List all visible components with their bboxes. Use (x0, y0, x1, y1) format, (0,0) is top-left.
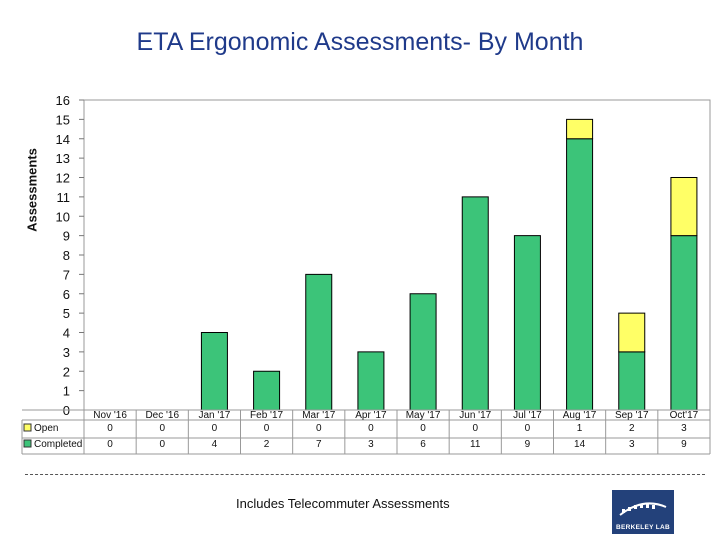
table-cell: 0 (107, 439, 113, 450)
x-tick-label: Mar '17 (302, 410, 335, 421)
table-cell: 0 (107, 423, 113, 434)
table-cell: 1 (577, 423, 583, 434)
bar-completed (566, 138, 594, 411)
table-cell: 0 (472, 423, 478, 434)
table-cell: 0 (420, 423, 426, 434)
y-tick-label: 4 (63, 326, 70, 341)
bar-completed (253, 370, 281, 411)
x-tick-label: Sep '17 (615, 410, 649, 421)
x-tick-label: Feb '17 (250, 410, 283, 421)
x-tick-label: Jan '17 (198, 410, 230, 421)
table-cell: 0 (159, 439, 165, 450)
bar-completed (305, 273, 333, 411)
plot-area (83, 99, 711, 411)
y-tick-label: 15 (56, 112, 70, 127)
table-cell: 14 (574, 439, 586, 450)
table-cell: 0 (264, 423, 270, 434)
y-tick-label: 16 (56, 93, 70, 108)
y-tick-label: 13 (56, 151, 70, 166)
y-tick-label: 11 (57, 190, 71, 205)
table-cell: 3 (629, 439, 635, 450)
bar-completed (200, 332, 228, 411)
y-tick-label: 3 (63, 345, 70, 360)
y-tick-label: 2 (63, 364, 70, 379)
table-cell: 3 (368, 439, 374, 450)
y-tick-label: 14 (56, 132, 70, 147)
table-cell: 0 (159, 423, 165, 434)
logo-text: BERKELEY LAB (615, 524, 671, 531)
bar-open (566, 118, 594, 140)
y-tick-label: 12 (56, 171, 70, 186)
table-cell: 3 (681, 423, 687, 434)
table-cell: 7 (316, 439, 322, 450)
bar-completed (513, 235, 541, 411)
table-cell: 0 (316, 423, 322, 434)
bar-completed (618, 351, 646, 411)
table-cell: 0 (212, 423, 218, 434)
bar-completed (409, 293, 437, 411)
x-tick-label: Jul '17 (513, 410, 542, 421)
bar-completed (670, 235, 698, 411)
footer-divider (25, 474, 705, 475)
bar-open (618, 312, 646, 353)
x-tick-label: Dec '16 (145, 410, 179, 421)
legend-label-open: Open (34, 423, 58, 434)
legend-swatch-completed (23, 439, 32, 448)
table-cell: 4 (212, 439, 218, 450)
chart-title: ETA Ergonomic Assessments- By Month (136, 28, 584, 56)
y-tick-label: 9 (63, 229, 70, 244)
table-cell: 2 (264, 439, 270, 450)
x-tick-label: Nov '16 (93, 410, 127, 421)
legend-swatch-open (23, 423, 32, 432)
footnote: Includes Telecommuter Assessments (236, 496, 450, 511)
bar-completed (461, 196, 489, 411)
table-cell: 0 (368, 423, 374, 434)
y-tick-label: 6 (63, 287, 70, 302)
bar-open (670, 177, 698, 237)
x-tick-label: Oct'17 (670, 410, 699, 421)
y-tick-label: 8 (63, 248, 70, 263)
x-tick-label: May '17 (406, 410, 441, 421)
table-cell: 11 (470, 439, 481, 450)
table-cell: 9 (525, 439, 531, 450)
lab-building-icon (619, 502, 667, 516)
y-tick-label: 10 (56, 209, 70, 224)
y-tick-label: 5 (63, 306, 70, 321)
bar-completed (357, 351, 385, 411)
y-tick-label: 1 (63, 384, 70, 399)
y-tick-label: 7 (63, 267, 70, 282)
x-tick-label: Jun '17 (459, 410, 491, 421)
x-tick-label: Aug '17 (563, 410, 597, 421)
table-cell: 9 (681, 439, 687, 450)
table-cell: 0 (525, 423, 531, 434)
table-cell: 2 (629, 423, 635, 434)
berkeley-lab-logo: BERKELEY LAB (612, 490, 674, 534)
x-tick-label: Apr '17 (355, 410, 387, 421)
table-cell: 6 (420, 439, 426, 450)
legend-label-completed: Completed (34, 439, 82, 450)
